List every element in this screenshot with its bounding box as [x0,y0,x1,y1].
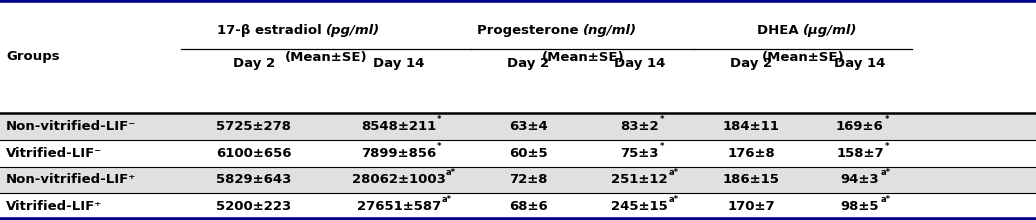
Text: 98±5: 98±5 [840,200,880,213]
Text: DHEA: DHEA [756,24,803,37]
Text: 60±5: 60±5 [509,147,548,160]
Text: 158±7: 158±7 [836,147,884,160]
Text: 184±11: 184±11 [723,120,779,133]
Text: Day 2: Day 2 [508,57,549,70]
Text: 169±6: 169±6 [836,120,884,133]
Text: *: * [660,115,665,124]
Text: Day 14: Day 14 [373,57,425,70]
Text: Day 2: Day 2 [233,57,275,70]
Text: Non-vitrified-LIF⁻: Non-vitrified-LIF⁻ [6,120,137,133]
Text: 245±15: 245±15 [611,200,668,213]
Text: (μg/ml): (μg/ml) [803,24,857,37]
Text: 8548±211: 8548±211 [362,120,436,133]
Text: Vitrified-LIF⁺: Vitrified-LIF⁺ [6,200,103,213]
Text: 5829±643: 5829±643 [217,174,291,187]
Text: *: * [437,142,441,151]
Text: 75±3: 75±3 [621,147,659,160]
Text: Non-vitrified-LIF⁺: Non-vitrified-LIF⁺ [6,174,137,187]
Text: a*: a* [881,168,891,177]
Text: 5200±223: 5200±223 [217,200,291,213]
Text: 170±7: 170±7 [727,200,775,213]
Text: (ng/ml): (ng/ml) [582,24,637,37]
Text: *: * [885,142,889,151]
Text: *: * [437,115,441,124]
Text: Progesterone: Progesterone [477,24,582,37]
Text: 28062±1003: 28062±1003 [352,174,445,187]
Text: 68±6: 68±6 [509,200,548,213]
Text: 176±8: 176±8 [727,147,775,160]
Bar [0,167,1036,193]
Text: (Mean±SE): (Mean±SE) [761,51,844,64]
Text: a*: a* [441,195,452,204]
Text: Day 14: Day 14 [614,57,665,70]
Text: a*: a* [881,195,891,204]
Text: 186±15: 186±15 [723,174,779,187]
Text: Groups: Groups [6,50,60,63]
Text: 6100±656: 6100±656 [217,147,291,160]
Text: Day 14: Day 14 [834,57,886,70]
Text: *: * [885,115,889,124]
Bar [0,140,1036,167]
Text: 27651±587: 27651±587 [356,200,441,213]
Bar [0,0,1036,113]
Text: *: * [660,142,665,151]
Bar [0,113,1036,140]
Text: 5725±278: 5725±278 [217,120,291,133]
Text: 251±12: 251±12 [611,174,668,187]
Text: Day 2: Day 2 [730,57,772,70]
Text: 17-β estradiol: 17-β estradiol [217,24,326,37]
Text: 7899±856: 7899±856 [362,147,436,160]
Text: a*: a* [445,168,456,177]
Text: Vitrified-LIF⁻: Vitrified-LIF⁻ [6,147,103,160]
Text: 63±4: 63±4 [509,120,548,133]
Text: 83±2: 83±2 [621,120,659,133]
Text: 94±3: 94±3 [840,174,880,187]
Text: (pg/ml): (pg/ml) [326,24,380,37]
Text: (Mean±SE): (Mean±SE) [542,51,624,64]
Text: a*: a* [669,168,679,177]
Text: 72±8: 72±8 [509,174,548,187]
Text: (Mean±SE): (Mean±SE) [285,51,368,64]
Text: a*: a* [669,195,679,204]
Bar [0,193,1036,220]
